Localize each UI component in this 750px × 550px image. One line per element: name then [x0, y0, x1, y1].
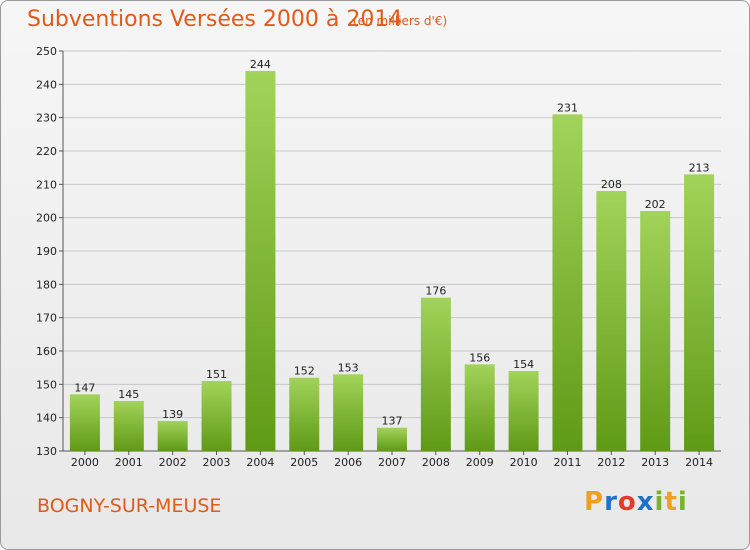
logo-letter: o — [617, 487, 637, 517]
logo-letter: t — [664, 487, 678, 517]
x-tick-label-2006: 2006 — [334, 456, 362, 469]
chart-subtitle: (en milliers d'€) — [353, 14, 448, 28]
data-label-2008: 176 — [425, 285, 446, 298]
x-tick-label-2002: 2002 — [159, 456, 187, 469]
data-label-2011: 231 — [557, 101, 578, 114]
commune-name: BOGNY-SUR-MEUSE — [37, 495, 222, 517]
data-label-2000: 147 — [74, 381, 95, 394]
proxiti-logo: Proxiti — [584, 487, 688, 517]
bar-2002 — [157, 421, 188, 451]
y-tick-label: 160 — [36, 345, 57, 358]
data-label-2005: 152 — [294, 365, 315, 378]
y-tick-label: 230 — [36, 112, 57, 125]
bar-2011 — [552, 114, 583, 451]
data-label-2014: 213 — [689, 161, 710, 174]
y-tick-label: 250 — [36, 45, 57, 58]
data-label-2009: 156 — [469, 351, 490, 364]
x-tick-label-2004: 2004 — [246, 456, 274, 469]
x-tick-label-2000: 2000 — [71, 456, 99, 469]
y-tick-label: 140 — [36, 412, 57, 425]
data-label-2001: 145 — [118, 388, 139, 401]
bar-2001 — [113, 401, 144, 451]
bar-2008 — [420, 297, 451, 451]
x-tick-label-2009: 2009 — [466, 456, 494, 469]
x-tick-label-2001: 2001 — [115, 456, 143, 469]
y-tick-label: 190 — [36, 245, 57, 258]
data-label-2002: 139 — [162, 408, 183, 421]
data-label-2007: 137 — [382, 415, 403, 428]
bar-2000 — [69, 394, 100, 451]
data-labels: 147 145 139 151 244 152 153 137 176 156 154 231 208 2… — [74, 58, 709, 428]
bar-2009 — [464, 364, 495, 451]
y-tick-label: 150 — [36, 378, 57, 391]
y-tick-label: 200 — [36, 212, 57, 225]
data-label-2013: 202 — [645, 198, 666, 211]
bar-2013 — [640, 211, 671, 451]
data-label-2006: 153 — [338, 361, 359, 374]
bar-2014 — [684, 174, 715, 452]
x-tick-label-2008: 2008 — [422, 456, 450, 469]
y-tick-label: 130 — [36, 445, 57, 458]
x-tick-label-2007: 2007 — [378, 456, 406, 469]
tick-labels: 130 140 150 160 170 180 190 200 210 220 230 240 250 2… — [36, 45, 713, 469]
bar-2007 — [377, 427, 407, 451]
bar-2005 — [289, 377, 320, 451]
bars — [69, 71, 715, 452]
bar-2012 — [596, 191, 627, 451]
logo-letter: P — [584, 487, 605, 517]
y-tick-label: 220 — [36, 145, 57, 158]
x-tick-label-2012: 2012 — [597, 456, 625, 469]
x-tick-label-2010: 2010 — [510, 456, 538, 469]
bar-2004 — [245, 71, 276, 451]
logo-letter: x — [636, 487, 655, 517]
bar-2003 — [201, 381, 232, 451]
x-tick-label-2011: 2011 — [553, 456, 581, 469]
logo-letter: i — [654, 487, 665, 517]
x-tick-label-2013: 2013 — [641, 456, 669, 469]
data-label-2004: 244 — [250, 58, 271, 71]
logo-letter: i — [677, 487, 688, 517]
x-tick-label-2003: 2003 — [203, 456, 231, 469]
y-tick-label: 240 — [36, 78, 57, 91]
y-tick-label: 170 — [36, 312, 57, 325]
x-tick-label-2014: 2014 — [685, 456, 713, 469]
chart-title: Subventions Versées 2000 à 2014 — [27, 7, 403, 32]
bar-2010 — [508, 371, 539, 451]
data-label-2010: 154 — [513, 358, 534, 371]
y-tick-label: 210 — [36, 178, 57, 191]
data-label-2012: 208 — [601, 178, 622, 191]
y-tick-label: 180 — [36, 278, 57, 291]
data-label-2003: 151 — [206, 368, 227, 381]
bar-2006 — [333, 374, 364, 451]
logo-letter: r — [604, 487, 618, 517]
x-tick-label-2005: 2005 — [290, 456, 318, 469]
